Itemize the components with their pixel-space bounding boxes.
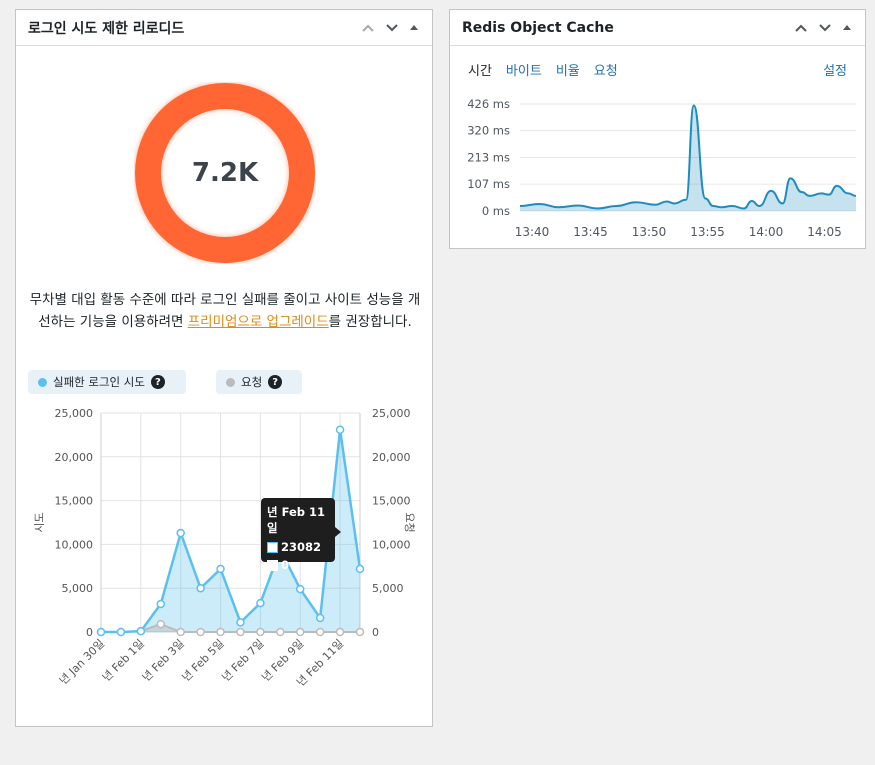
y2-tick-label: 5,000 [372,582,404,595]
y2-tick-label: 25,000 [372,407,411,420]
chevron-down-icon[interactable] [817,20,833,36]
data-point-requests [315,627,325,637]
data-point-requests [295,627,305,637]
redis-cache-widget: Redis Object Cache 시간 바이트 비율 요청 설정 0 ms 1… [449,9,866,249]
x-tick-label: 13:55 [690,225,725,239]
donut-value: 7.2K [191,158,259,188]
help-icon[interactable]: ? [150,375,165,389]
x-tick-label: 년 Jan 30일 [56,636,107,687]
data-point-failed [256,598,265,608]
chevron-up-icon[interactable] [360,20,376,36]
x-tick-label: 년 Feb 5일 [179,636,227,684]
data-point-requests [355,627,365,637]
x-tick-label: 13:50 [632,225,667,239]
legend-failed-attempts[interactable]: 실패한 로그인 시도 ? [28,370,186,394]
upgrade-link[interactable]: 프리미엄으로 업그레이드 [187,314,329,330]
data-point-requests [156,619,166,629]
y-tick-label: 320 ms [467,124,510,138]
y2-tick-label: 15,000 [372,495,411,508]
widget-title: Redis Object Cache [462,19,614,36]
y-tick-label: 5,000 [62,582,94,595]
tab-ratio[interactable]: 비율 [555,64,580,79]
tooltip-title: 년 Feb 11일 [267,505,326,535]
data-point-failed [156,599,166,609]
x-tick-label: 14:00 [749,225,784,239]
data-point-requests [236,627,245,637]
series-line-time [519,104,857,210]
x-tick-label: 13:45 [573,225,608,239]
requests-legend-dot [226,377,235,387]
y-tick-label: 20,000 [55,451,94,464]
x-tick-label: 년 Feb 7일 [219,636,267,684]
widget-title: 로그인 시도 제한 리로디드 [28,20,185,37]
chevron-down-icon[interactable] [384,20,400,36]
collapse-toggle-icon[interactable] [841,22,853,34]
promo-text-end: 를 권장합니다. [328,314,412,330]
data-point-failed [136,626,146,636]
y-tick-label: 0 ms [482,204,510,218]
y2-tick-label: 0 [372,626,379,639]
requests-legend-label: 요청 [241,375,263,389]
data-point-failed [295,584,305,594]
tooltip-value-failed: 23082 [281,540,322,554]
data-point-failed [196,583,205,593]
settings-link[interactable]: 설정 [823,64,847,79]
data-point-requests [176,627,185,637]
y-tick-label: 25,000 [55,407,94,420]
collapse-toggle-icon[interactable] [408,22,420,34]
data-point-failed [315,613,325,623]
help-icon[interactable]: ? [268,375,283,389]
y2-axis-title: 요청 [403,512,416,532]
y-tick-label: 213 ms [467,151,510,165]
tab-time[interactable]: 시간 [468,64,492,79]
y-tick-label: 426 ms [467,97,510,111]
data-point-requests [256,627,265,637]
tab-bytes[interactable]: 바이트 [505,64,542,79]
failed-legend-label: 실패한 로그인 시도 [53,375,145,389]
widget-header: Redis Object Cache [450,10,865,46]
x-tick-label: 14:05 [807,225,842,239]
data-point-failed [116,627,126,637]
promo-text: 무차별 대입 활동 수준에 따라 로그인 실패를 줄이고 사이트 성능을 개선하… [26,289,424,333]
failed-legend-dot [38,377,47,387]
data-point-failed [216,564,225,574]
y2-tick-label: 10,000 [372,538,411,551]
data-point-failed [355,564,365,574]
y-tick-label: 107 ms [467,177,510,191]
redis-time-chart: 0 ms 107 ms 213 ms 320 ms 426 ms 13:40 13:45 13… [467,97,857,239]
data-point-requests [216,627,225,637]
chart-tooltip: 년 Feb 11일 23082 0 [261,498,335,572]
data-point-failed [335,425,345,435]
data-point-requests [196,627,205,637]
tooltip-arrow [335,527,341,537]
x-tick-label: 년 Feb 3일 [139,636,187,684]
failed-attempts-chart: 0 0 5,000 5,000 10,000 10,000 15,000 15,000 20,0… [33,407,416,689]
y-tick-label: 10,000 [55,538,94,551]
chevron-up-icon[interactable] [793,20,809,36]
tooltip-swatch-requests [267,559,278,571]
limit-login-widget: 로그인 시도 제한 리로디드 7.2K 무차별 대입 활동 수준에 따라 로그인… [15,9,433,727]
series-area-requests [101,624,360,632]
y2-tick-label: 20,000 [372,451,411,464]
y-axis-title: 시도 [33,512,46,532]
data-point-requests [335,627,345,637]
data-point-requests [276,627,285,637]
y-tick-label: 15,000 [55,495,94,508]
series-line-failed [101,429,362,634]
x-tick-label: 년 Feb 1일 [99,636,147,684]
tab-requests[interactable]: 요청 [593,64,618,79]
tooltip-swatch-failed [267,541,278,553]
attempts-donut: 7.2K [134,82,316,264]
data-point-failed [176,528,185,538]
data-point-failed [236,618,245,627]
y-tick-label: 0 [86,626,93,639]
data-point-failed [96,627,106,637]
metric-tabs: 시간 바이트 비율 요청 [468,60,618,79]
tooltip-value-requests: 0 [281,558,290,572]
widget-header: 로그인 시도 제한 리로디드 [16,10,432,46]
legend-requests[interactable]: 요청 ? [216,370,302,394]
x-tick-label: 13:40 [515,225,550,239]
promo-text-start: 무차별 대입 활동 수준에 따라 로그인 실패를 줄이고 사이트 성능을 개선하… [29,292,421,330]
